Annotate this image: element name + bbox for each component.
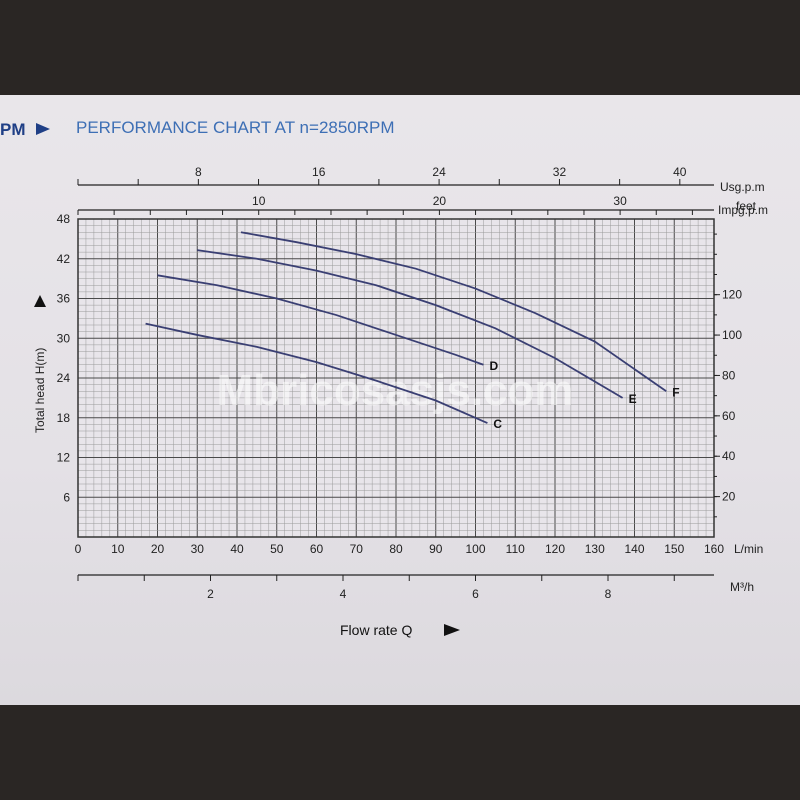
x-axis-label: Flow rate Q	[340, 622, 412, 638]
m3h-unit-label: M³/h	[730, 580, 754, 594]
usg-tick-label: 16	[312, 165, 326, 179]
y-tick-label: 18	[57, 411, 71, 425]
x-tick-label: 130	[585, 542, 605, 556]
series-line-C	[145, 322, 488, 424]
series-label-E: E	[629, 392, 637, 406]
y-arrow-icon	[34, 295, 46, 307]
x-tick-label: 90	[429, 542, 443, 556]
series-line-D	[157, 274, 484, 366]
y-tick-label: 30	[57, 331, 71, 345]
x-tick-label: 30	[191, 542, 205, 556]
impg-tick-label: 30	[613, 194, 627, 208]
x-tick-label: 160	[704, 542, 724, 556]
impg-tick-label: 10	[252, 194, 266, 208]
y-tick-label: 24	[57, 371, 71, 385]
chart-series: C D E F	[145, 231, 680, 431]
x-tick-label: 110	[506, 542, 525, 556]
feet-tick-label: 100	[722, 328, 742, 342]
watermark: Mbricosasjs.com	[216, 366, 573, 415]
header-prefix: PM	[0, 120, 26, 139]
usg-tick-label: 24	[432, 165, 446, 179]
series-line-F	[240, 231, 667, 392]
x-tick-label: 150	[664, 542, 684, 556]
x-tick-label: 120	[545, 542, 565, 556]
chart-grid	[77, 218, 715, 538]
y-tick-label: 12	[57, 451, 71, 465]
x-tick-label: 70	[350, 542, 364, 556]
feet-tick-label: 120	[722, 288, 742, 302]
y-tick-label: 42	[57, 252, 71, 266]
x-tick-label: 60	[310, 542, 324, 556]
chart-title: PERFORMANCE CHART AT n=2850RPM	[76, 118, 395, 137]
usg-tick-label: 32	[553, 165, 567, 179]
usg-unit-label: Usg.p.m	[720, 180, 765, 194]
feet-tick-label: 40	[722, 449, 736, 463]
x-tick-label: 20	[151, 542, 165, 556]
x-tick-label: 40	[230, 542, 244, 556]
chart-header: PM PERFORMANCE CHART AT n=2850RPM	[0, 118, 395, 139]
y-tick-label: 6	[63, 490, 70, 504]
x-tick-label: 0	[75, 542, 82, 556]
y-tick-label: 36	[57, 292, 71, 306]
x-tick-label: 80	[389, 542, 403, 556]
feet-tick-label: 60	[722, 409, 736, 423]
header-arrow-icon	[36, 123, 50, 135]
x-tick-label: 10	[111, 542, 125, 556]
usg-tick-label: 8	[195, 165, 202, 179]
m3h-tick-label: 8	[605, 587, 612, 601]
x-tick-label: 50	[270, 542, 284, 556]
chart-sheet: PM PERFORMANCE CHART AT n=2850RPM Mbrico…	[0, 95, 800, 705]
series-line-E	[197, 249, 624, 399]
watermark-text: Mbricosasjs.com	[216, 366, 573, 415]
x-tick-label: 140	[624, 542, 644, 556]
usg-tick-label: 40	[673, 165, 687, 179]
impg-unit-label: Impg.p.m	[718, 203, 768, 217]
feet-tick-label: 20	[722, 490, 736, 504]
m3h-tick-label: 4	[340, 587, 347, 601]
plot-frame	[77, 218, 715, 538]
x-unit-label: L/min	[734, 542, 763, 556]
y-tick-label: 48	[57, 212, 71, 226]
performance-chart: PM PERFORMANCE CHART AT n=2850RPM Mbrico…	[0, 118, 768, 638]
m3h-tick-label: 6	[472, 587, 479, 601]
y-axis-label: Total head H(m)	[33, 348, 47, 433]
impg-tick-label: 20	[433, 194, 447, 208]
x-arrow-icon	[444, 624, 460, 636]
series-label-C: C	[493, 417, 502, 431]
feet-tick-label: 80	[722, 368, 736, 382]
x-tick-label: 100	[465, 542, 485, 556]
m3h-tick-label: 2	[207, 587, 214, 601]
feet-unit-label: feet	[736, 199, 757, 213]
series-label-D: D	[489, 359, 498, 373]
series-label-F: F	[672, 385, 679, 399]
